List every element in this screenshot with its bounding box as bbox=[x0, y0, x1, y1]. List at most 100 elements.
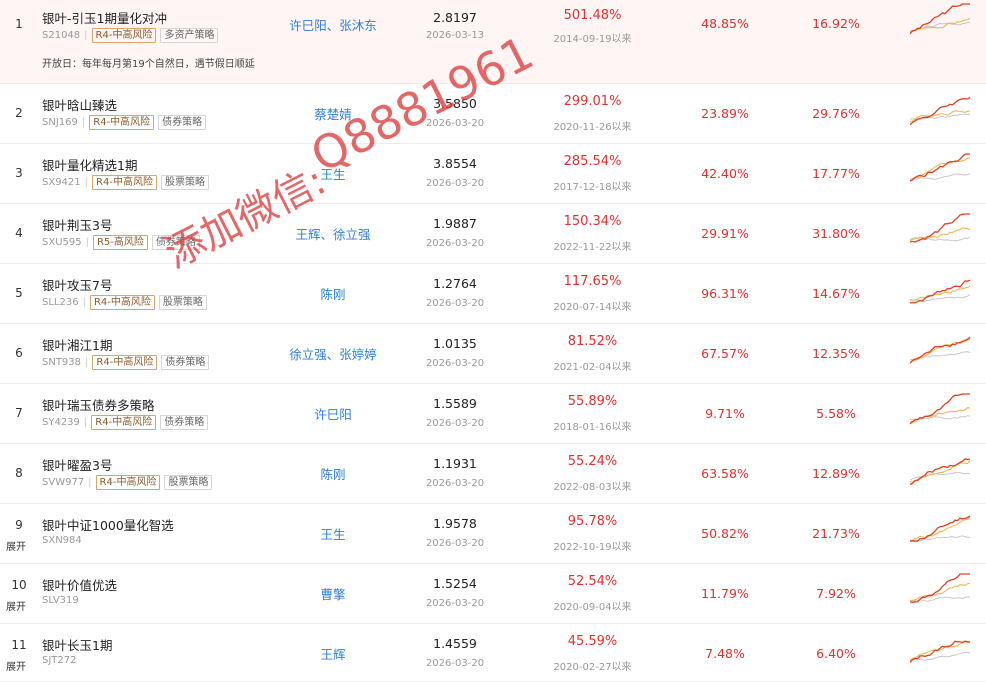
nav-date: 2026-03-20 bbox=[425, 298, 485, 309]
nav-date: 2026-03-20 bbox=[425, 658, 485, 669]
fund-line bbox=[910, 515, 971, 542]
performance-sparkline-icon[interactable] bbox=[910, 632, 974, 672]
fund-meta: SX9421 | R4-中高风险 股票策略 bbox=[42, 175, 209, 190]
row-index: 7 bbox=[15, 406, 23, 420]
fund-manager-link[interactable]: 陈刚 bbox=[320, 467, 346, 482]
performance-sparkline-icon[interactable] bbox=[910, 512, 974, 552]
unit-nav-value: 1.1931 bbox=[433, 456, 477, 471]
fund-name-link[interactable]: 银叶晗山臻选 bbox=[42, 98, 118, 113]
fund-name-link[interactable]: 银叶量化精选1期 bbox=[42, 158, 138, 173]
table-row[interactable]: 4 银叶荆玉3号 SXU595 | R5-高风险 债券策略 王辉、徐立强 1.9887 2026… bbox=[0, 204, 986, 264]
table-row[interactable]: 1 银叶-引玉1期量化对冲 S21048 | R4-中高风险 多资产策略 许巳阳、张沐东 2.… bbox=[0, 0, 986, 84]
fund-name-link[interactable]: 银叶中证1000量化智选 bbox=[42, 518, 174, 533]
return-since-date: 2020-09-04以来 bbox=[553, 602, 632, 613]
row-index: 4 bbox=[15, 226, 23, 240]
cumulative-return: 117.65% bbox=[563, 274, 622, 289]
return-since-date: 2014-09-19以来 bbox=[553, 34, 632, 45]
cumulative-return: 285.54% bbox=[563, 154, 622, 169]
fund-line bbox=[910, 3, 970, 35]
fund-manager-link[interactable]: 王辉 bbox=[320, 647, 346, 662]
fund-name-link[interactable]: 银叶-引玉1期量化对冲 bbox=[42, 11, 167, 26]
table-row[interactable]: 11 展开 银叶长玉1期 SJT272 王辉 1.4559 2026-03-20 45.59%… bbox=[0, 624, 986, 682]
unit-nav-value: 2.8197 bbox=[433, 10, 477, 25]
strategy-badge: 股票策略 bbox=[164, 475, 213, 490]
nav-date: 2026-03-20 bbox=[425, 118, 485, 129]
fund-meta: SVW977 | R4-中高风险 股票策略 bbox=[42, 475, 213, 490]
fund-name-link[interactable]: 银叶荆玉3号 bbox=[42, 218, 113, 233]
table-row[interactable]: 5 银叶攻玉7号 SLL236 | R4-中高风险 股票策略 陈刚 1.2764 2026-03… bbox=[0, 264, 986, 324]
performance-sparkline-icon[interactable] bbox=[910, 392, 974, 432]
fund-line bbox=[910, 336, 971, 364]
row-index: 3 bbox=[15, 166, 23, 180]
divider: | bbox=[85, 357, 89, 368]
fund-manager-link[interactable]: 徐立强、张婷婷 bbox=[289, 347, 377, 362]
fund-manager-link[interactable]: 王辉、徐立强 bbox=[295, 227, 371, 242]
performance-sparkline-icon[interactable] bbox=[910, 2, 974, 42]
performance-sparkline-icon[interactable] bbox=[910, 572, 974, 612]
fund-manager-link[interactable]: 许巳阳、张沐东 bbox=[289, 18, 377, 33]
return-period-2: 29.76% bbox=[812, 106, 860, 121]
fund-manager-link[interactable]: 许巳阳 bbox=[314, 407, 352, 422]
index-line bbox=[910, 110, 971, 122]
return-period-1: 63.58% bbox=[701, 466, 749, 481]
unit-nav-value: 3.5850 bbox=[433, 96, 477, 111]
return-period-1: 29.91% bbox=[701, 226, 749, 241]
fund-name-link[interactable]: 银叶攻玉7号 bbox=[42, 278, 113, 293]
table-row[interactable]: 3 银叶量化精选1期 SX9421 | R4-中高风险 股票策略 王生 3.8554 2026-… bbox=[0, 144, 986, 204]
cumulative-return: 95.78% bbox=[567, 514, 618, 529]
fund-code: SY4239 bbox=[42, 417, 80, 428]
performance-sparkline-icon[interactable] bbox=[910, 92, 974, 132]
table-row[interactable]: 7 银叶瑞玉债券多策略 SY4239 | R4-中高风险 债券策略 许巳阳 1.5589 202… bbox=[0, 384, 986, 444]
fund-code: SXU595 bbox=[42, 237, 82, 248]
nav-date: 2026-03-20 bbox=[425, 478, 485, 489]
fund-manager-link[interactable]: 王生 bbox=[320, 527, 346, 542]
performance-sparkline-icon[interactable] bbox=[910, 152, 974, 192]
fund-meta: SLL236 | R4-中高风险 股票策略 bbox=[42, 295, 207, 310]
fund-name-link[interactable]: 银叶价值优选 bbox=[42, 578, 118, 593]
table-row[interactable]: 10 展开 银叶价值优选 SLV319 曹擎 1.5254 2026-03-20 52.54%… bbox=[0, 564, 986, 624]
table-row[interactable]: 6 银叶湘江1期 SNT938 | R4-中高风险 债券策略 徐立强、张婷婷 1.0135 20… bbox=[0, 324, 986, 384]
return-since-date: 2022-08-03以来 bbox=[553, 482, 632, 493]
fund-code: SVW977 bbox=[42, 477, 85, 488]
cumulative-return: 299.01% bbox=[563, 94, 622, 109]
performance-sparkline-icon[interactable] bbox=[910, 212, 974, 252]
fund-name-link[interactable]: 银叶曜盈3号 bbox=[42, 458, 113, 473]
expand-toggle[interactable]: 展开 bbox=[6, 602, 26, 613]
table-row[interactable]: 8 银叶曜盈3号 SVW977 | R4-中高风险 股票策略 陈刚 1.1931 2026-03… bbox=[0, 444, 986, 504]
expand-toggle[interactable]: 展开 bbox=[6, 542, 26, 553]
fund-code: SLV319 bbox=[42, 595, 79, 606]
performance-sparkline-icon[interactable] bbox=[910, 272, 974, 312]
index-line bbox=[910, 17, 971, 33]
index-line bbox=[910, 582, 971, 601]
fund-name-link[interactable]: 银叶湘江1期 bbox=[42, 338, 113, 353]
expand-toggle[interactable]: 展开 bbox=[6, 662, 26, 673]
return-period-2: 31.80% bbox=[812, 226, 860, 241]
return-period-2: 16.92% bbox=[812, 16, 860, 31]
fund-name-link[interactable]: 银叶瑞玉债券多策略 bbox=[42, 398, 155, 413]
performance-sparkline-icon[interactable] bbox=[910, 332, 974, 372]
return-period-2: 12.89% bbox=[812, 466, 860, 481]
table-row[interactable]: 2 银叶晗山臻选 SNJ169 | R4-中高风险 债券策略 蔡楚婧 3.5850 2026-0… bbox=[0, 84, 986, 144]
fund-name-link[interactable]: 银叶长玉1期 bbox=[42, 638, 113, 653]
fund-meta: SNJ169 | R4-中高风险 债券策略 bbox=[42, 115, 207, 130]
index-line bbox=[910, 157, 970, 182]
fund-line bbox=[910, 458, 971, 486]
fund-manager-link[interactable]: 曹擎 bbox=[320, 587, 346, 602]
cumulative-return: 55.24% bbox=[567, 454, 618, 469]
benchmark-line bbox=[910, 415, 971, 421]
fund-manager-link[interactable]: 陈刚 bbox=[320, 287, 346, 302]
table-row[interactable]: 9 展开 银叶中证1000量化智选 SXN984 王生 1.9578 2026-03-20 9… bbox=[0, 504, 986, 564]
fund-manager-link[interactable]: 王生 bbox=[320, 167, 346, 182]
nav-date: 2026-03-20 bbox=[425, 238, 485, 249]
nav-date: 2026-03-20 bbox=[425, 598, 485, 609]
benchmark-line bbox=[910, 21, 971, 32]
strategy-badge: 股票策略 bbox=[160, 175, 209, 190]
return-period-2: 17.77% bbox=[812, 166, 860, 181]
performance-sparkline-icon[interactable] bbox=[910, 452, 974, 492]
fund-manager-link[interactable]: 蔡楚婧 bbox=[314, 107, 352, 122]
return-since-date: 2022-10-19以来 bbox=[553, 542, 632, 553]
cumulative-return: 55.89% bbox=[567, 394, 618, 409]
risk-level-badge: R4-中高风险 bbox=[92, 175, 157, 190]
fund-code: SLL236 bbox=[42, 297, 79, 308]
return-since-date: 2020-02-27以来 bbox=[553, 662, 632, 673]
